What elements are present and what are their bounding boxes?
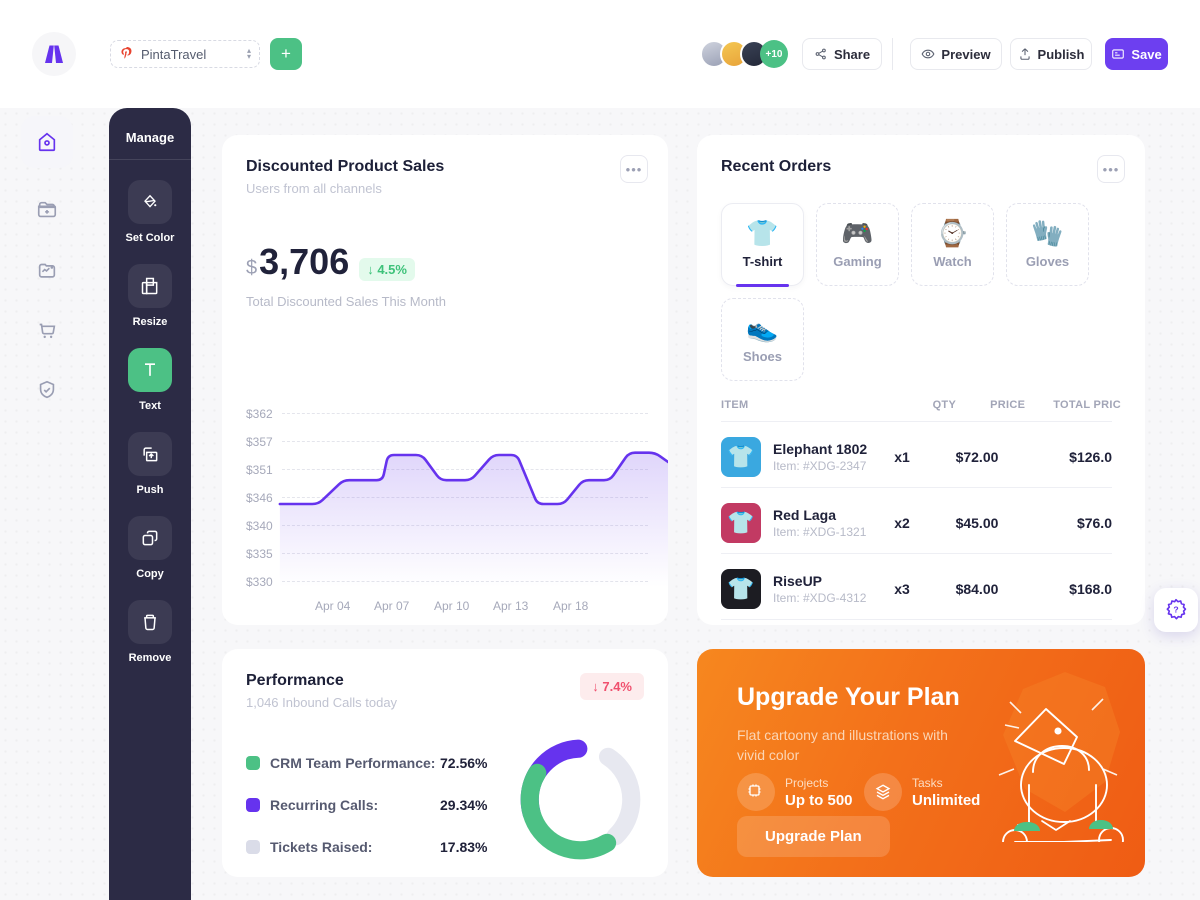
svg-text:?: ? <box>1173 605 1178 615</box>
